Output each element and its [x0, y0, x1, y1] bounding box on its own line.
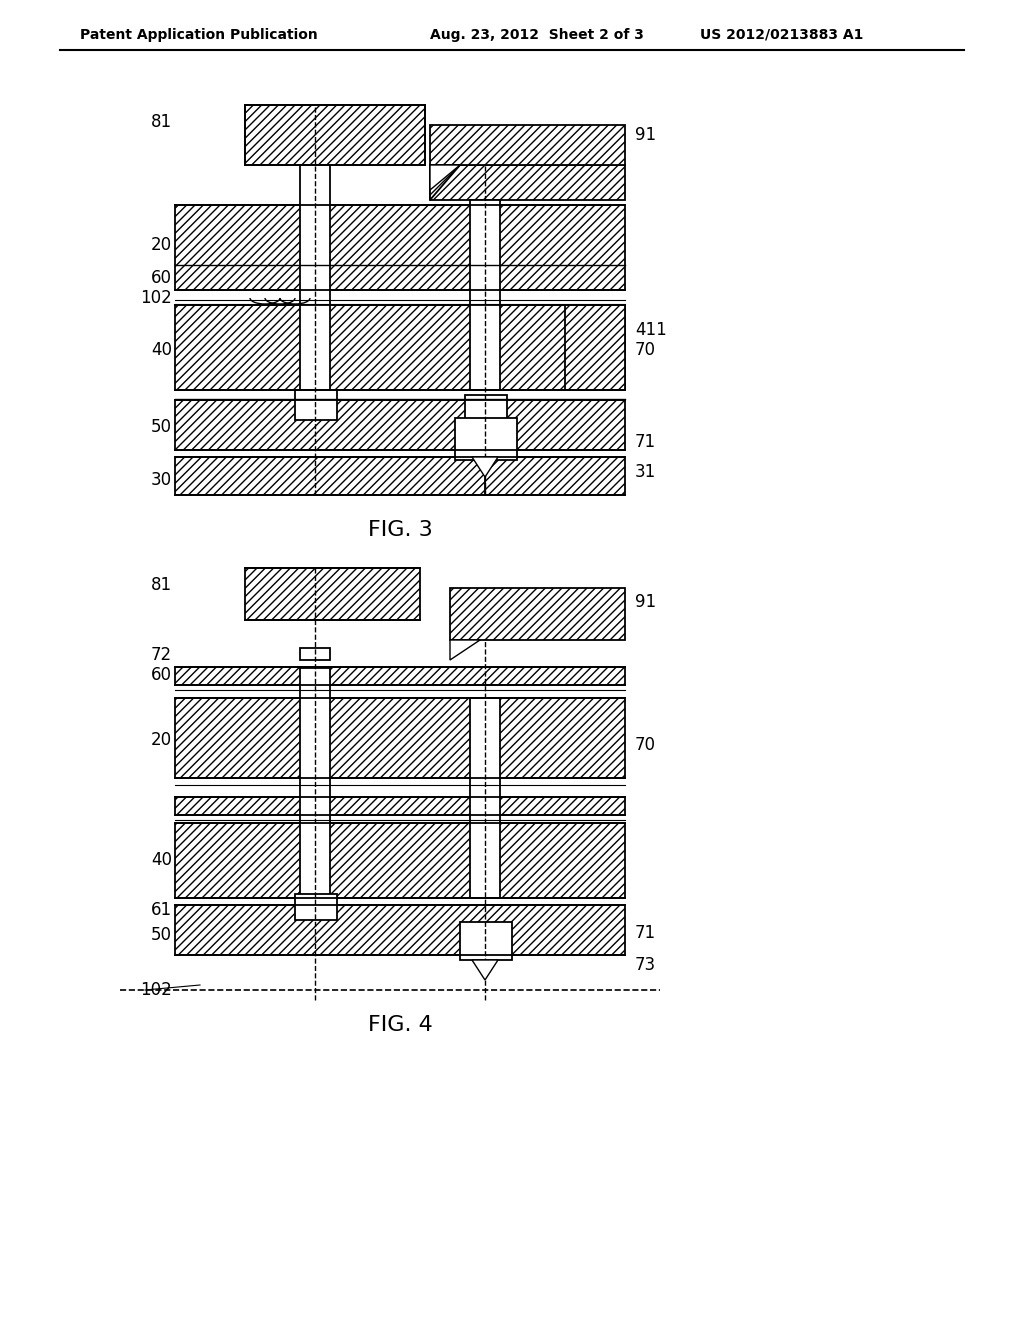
- Bar: [470, 698, 500, 898]
- Text: 71: 71: [635, 924, 656, 942]
- Text: 70: 70: [635, 737, 656, 754]
- Text: 81: 81: [151, 114, 172, 131]
- Polygon shape: [472, 960, 498, 979]
- Text: 91: 91: [635, 593, 656, 611]
- Bar: [245, 568, 420, 620]
- Bar: [460, 921, 512, 960]
- Bar: [175, 667, 625, 685]
- Text: US 2012/0213883 A1: US 2012/0213883 A1: [700, 28, 863, 42]
- Text: 81: 81: [151, 576, 172, 594]
- Bar: [430, 125, 625, 165]
- Bar: [295, 894, 337, 920]
- Text: Patent Application Publication: Patent Application Publication: [80, 28, 317, 42]
- Polygon shape: [450, 640, 480, 660]
- Polygon shape: [430, 165, 460, 190]
- Text: 72: 72: [151, 645, 172, 664]
- Text: 73: 73: [635, 956, 656, 974]
- Text: 60: 60: [151, 667, 172, 684]
- Text: 70: 70: [635, 341, 656, 359]
- Text: 20: 20: [151, 731, 172, 748]
- Bar: [565, 305, 625, 389]
- Bar: [175, 698, 625, 777]
- Bar: [175, 797, 625, 814]
- Text: Aug. 23, 2012  Sheet 2 of 3: Aug. 23, 2012 Sheet 2 of 3: [430, 28, 644, 42]
- Polygon shape: [472, 457, 498, 477]
- Text: 60: 60: [151, 269, 172, 286]
- Bar: [175, 906, 625, 954]
- Text: 50: 50: [151, 927, 172, 944]
- Text: 91: 91: [635, 125, 656, 144]
- Text: 40: 40: [151, 341, 172, 359]
- Text: 102: 102: [140, 981, 172, 999]
- Text: 31: 31: [635, 463, 656, 480]
- Bar: [175, 400, 625, 450]
- Bar: [450, 587, 625, 640]
- Bar: [300, 165, 330, 389]
- Polygon shape: [430, 165, 625, 201]
- Bar: [295, 389, 337, 420]
- Bar: [175, 305, 625, 389]
- Bar: [465, 395, 507, 450]
- Text: 40: 40: [151, 851, 172, 869]
- Bar: [175, 457, 625, 495]
- Text: 411: 411: [635, 321, 667, 339]
- Text: FIG. 3: FIG. 3: [368, 520, 432, 540]
- Bar: [470, 201, 500, 389]
- Bar: [455, 418, 517, 459]
- Text: 71: 71: [635, 433, 656, 451]
- Text: 50: 50: [151, 418, 172, 436]
- Bar: [175, 822, 625, 898]
- Bar: [300, 668, 330, 898]
- Text: FIG. 4: FIG. 4: [368, 1015, 432, 1035]
- Text: 102: 102: [140, 289, 172, 308]
- Polygon shape: [430, 165, 460, 201]
- Bar: [175, 205, 625, 290]
- Text: 20: 20: [151, 236, 172, 253]
- Text: 61: 61: [151, 902, 172, 919]
- Bar: [245, 106, 425, 165]
- Text: 30: 30: [151, 471, 172, 488]
- Bar: [300, 648, 330, 660]
